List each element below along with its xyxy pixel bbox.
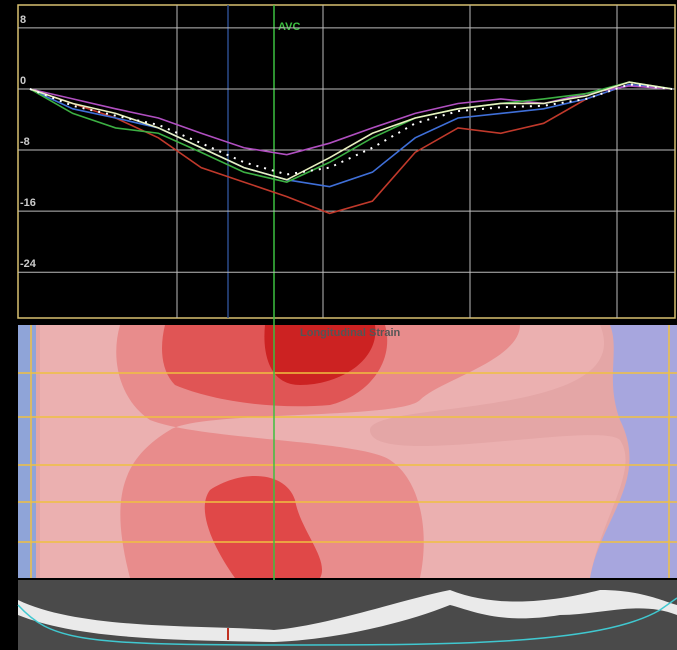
y-tick-label: -16	[20, 197, 36, 209]
panel-title: Longitudinal Strain	[300, 327, 400, 339]
y-tick-label: 8	[20, 14, 26, 26]
y-tick-label: -24	[20, 258, 37, 270]
avc-label: AVC	[278, 21, 300, 33]
y-tick-label: 0	[20, 75, 26, 87]
m-mode-panel	[18, 580, 677, 650]
strain-heatmap	[18, 325, 677, 578]
screen: AVC 8 0 -8 -16 -24 Longitudinal Strain	[0, 0, 677, 650]
y-tick-label: -8	[20, 136, 30, 148]
